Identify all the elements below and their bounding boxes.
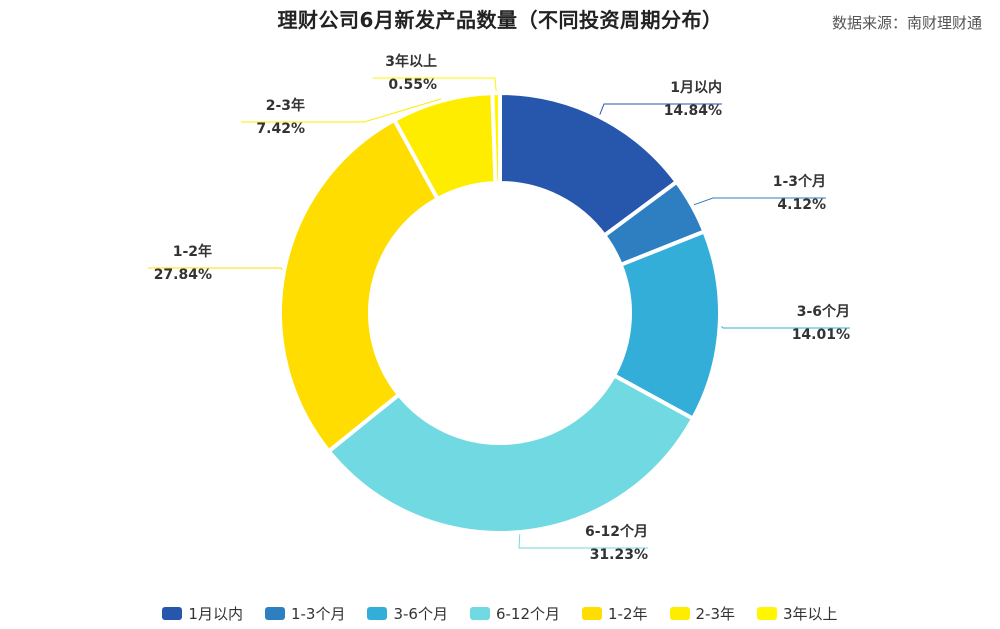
slice-label-2: 1-3个月 (773, 173, 826, 190)
legend: 1月以内 1-3个月 3-6个月 6-12个月 1-2年 2-3年 3年以上 (0, 603, 1000, 624)
slice-value-3: 14.01% (792, 327, 850, 343)
donut-slice-5[interactable] (278, 118, 440, 454)
slice-label-1: 1月以内 (670, 79, 722, 96)
legend-swatch-6 (669, 607, 690, 620)
slice-label-6: 2-3年 (266, 97, 305, 114)
legend-item-3[interactable]: 3-6个月 (367, 603, 448, 624)
leader-line-1 (599, 103, 722, 115)
legend-swatch-2 (264, 607, 285, 620)
legend-label-3: 3-6个月 (393, 605, 448, 623)
legend-swatch-4 (469, 607, 490, 620)
leader-line-3 (721, 326, 850, 329)
slice-value-7: 0.55% (388, 77, 437, 93)
leader-line-5 (148, 267, 283, 271)
data-source: 数据来源：南财理财通 (831, 14, 982, 32)
chart-title: 理财公司6月新发产品数量（不同投资周期分布） (277, 8, 723, 32)
legend-label-1: 1月以内 (188, 605, 243, 623)
legend-label-5: 1-2年 (608, 605, 648, 623)
legend-item-1[interactable]: 1月以内 (162, 603, 243, 624)
slice-value-2: 4.12% (777, 197, 826, 213)
donut-slice-7[interactable] (490, 91, 502, 186)
slice-label-7: 3年以上 (385, 53, 437, 70)
leader-line-6 (241, 98, 442, 123)
slice-value-6: 7.42% (256, 121, 305, 137)
leader-line-4 (518, 534, 648, 549)
legend-item-5[interactable]: 1-2年 (582, 603, 648, 624)
legend-item-6[interactable]: 2-3年 (669, 603, 736, 624)
legend-swatch-3 (367, 607, 388, 620)
leader-line-2 (693, 197, 826, 206)
legend-item-2[interactable]: 1-3个月 (264, 603, 346, 624)
legend-label-6: 2-3年 (695, 605, 736, 623)
legend-label-7: 3年以上 (783, 605, 838, 623)
slice-value-5: 27.84% (154, 267, 212, 283)
legend-item-4[interactable]: 6-12个月 (469, 603, 561, 624)
slice-label-3: 3-6个月 (797, 303, 850, 320)
slice-value-1: 14.84% (664, 103, 722, 119)
legend-swatch-7 (757, 607, 778, 620)
legend-item-7[interactable]: 3年以上 (757, 603, 838, 624)
legend-swatch-1 (162, 607, 183, 620)
donut-slice-4[interactable] (326, 373, 696, 535)
legend-label-4: 6-12个月 (495, 605, 561, 623)
slice-label-5: 1-2年 (173, 243, 212, 260)
slice-label-4: 6-12个月 (585, 523, 648, 540)
leader-line-7 (373, 77, 497, 92)
legend-swatch-5 (582, 607, 603, 620)
slice-value-4: 31.23% (590, 547, 648, 563)
donut-chart: 1月以内 14.84% 1-3个月 4.12% 3-6个月 14.01% 6-12个月 31.… (148, 53, 850, 563)
legend-label-2: 1-3个月 (290, 605, 346, 623)
